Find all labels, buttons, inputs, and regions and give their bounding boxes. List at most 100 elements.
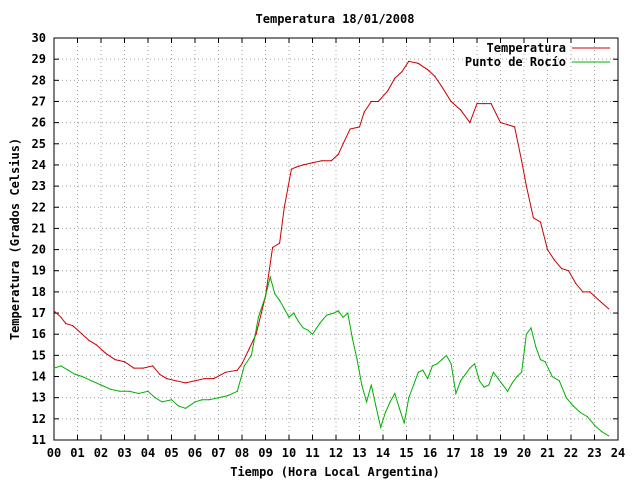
data-point [408,60,410,62]
data-point [283,206,285,208]
y-tick-label: 29 [32,52,46,66]
x-tick-label: 19 [493,446,507,460]
data-point [384,411,386,414]
x-tick-label: 22 [564,446,578,460]
data-point [460,109,462,111]
y-tick-label: 22 [32,200,46,214]
y-tick-label: 19 [32,264,46,278]
data-point [521,371,523,373]
data-point [178,405,180,407]
y-tick-label: 26 [32,116,46,130]
data-point [530,327,532,329]
data-point [203,378,205,380]
data-point [147,390,149,392]
data-point [293,312,295,314]
y-tick-label: 15 [32,348,46,362]
x-tick-label: 15 [399,446,413,460]
x-tick-label: 02 [94,446,108,460]
data-point [551,375,553,378]
data-point [213,378,215,380]
data-point [582,291,584,293]
y-tick-label: 17 [32,306,46,320]
data-point [60,365,62,367]
data-point [347,312,349,314]
data-point [349,128,351,130]
y-tick-label: 13 [32,391,46,405]
x-tick-label: 21 [540,446,554,460]
data-point [608,308,610,310]
data-point [377,100,379,103]
x-tick-label: 23 [587,446,601,460]
data-point [337,153,339,155]
y-axis-label: Temperatura (Grados Celsius) [8,138,22,340]
data-point [208,399,210,401]
data-point [243,365,245,367]
y-tick-label: 28 [32,73,46,87]
data-point [478,380,480,382]
legend-label-punto-de-rocio: Punto de Rocío [465,55,566,69]
data-point [558,380,560,382]
data-point [123,361,126,363]
data-point [67,369,69,371]
data-point [460,380,462,382]
data-point [170,399,173,401]
data-point [248,348,250,350]
data-point [514,126,516,128]
data-point [483,103,485,105]
x-tick-label: 09 [258,446,272,460]
data-point [74,373,76,375]
x-tick-label: 16 [423,446,437,460]
y-tick-label: 14 [32,370,46,384]
data-point [561,268,563,270]
data-point [497,378,499,380]
data-point [358,126,361,128]
data-point [114,359,116,361]
data-point [450,363,452,365]
x-tick-label: 14 [376,446,390,460]
data-point [387,90,389,92]
y-tick-label: 18 [32,285,46,299]
data-point [417,371,419,373]
data-point [302,164,304,166]
data-point [525,333,528,335]
series-line [53,60,609,384]
x-tick-label: 13 [352,446,366,460]
data-point [499,122,502,124]
data-point [119,390,121,392]
data-point [161,401,163,403]
x-tick-label: 10 [282,446,296,460]
data-point [337,310,339,312]
data-point [185,407,187,409]
x-tick-label: 11 [305,446,319,460]
data-point [307,329,309,331]
data-point [321,160,323,162]
data-point [511,382,513,384]
data-point [600,301,603,304]
data-point [290,168,292,170]
data-point [398,407,400,409]
data-point [507,390,509,392]
data-point [589,291,591,293]
data-point [138,392,140,395]
data-point [217,397,220,399]
data-point [53,310,55,312]
data-point [525,185,528,187]
data-point [333,312,335,314]
x-tick-label: 12 [329,446,343,460]
data-point [544,361,546,363]
data-point [152,365,154,367]
data-point [194,380,196,382]
data-point [565,397,567,399]
data-point [88,340,90,342]
data-point [546,249,549,251]
y-tick-label: 30 [32,31,46,45]
data-point [521,160,523,162]
data-point [81,375,83,378]
data-point [575,282,577,284]
data-point [450,100,452,103]
y-tick-label: 24 [32,158,46,172]
data-point [445,354,447,356]
data-point [201,399,203,401]
data-point [342,316,344,318]
